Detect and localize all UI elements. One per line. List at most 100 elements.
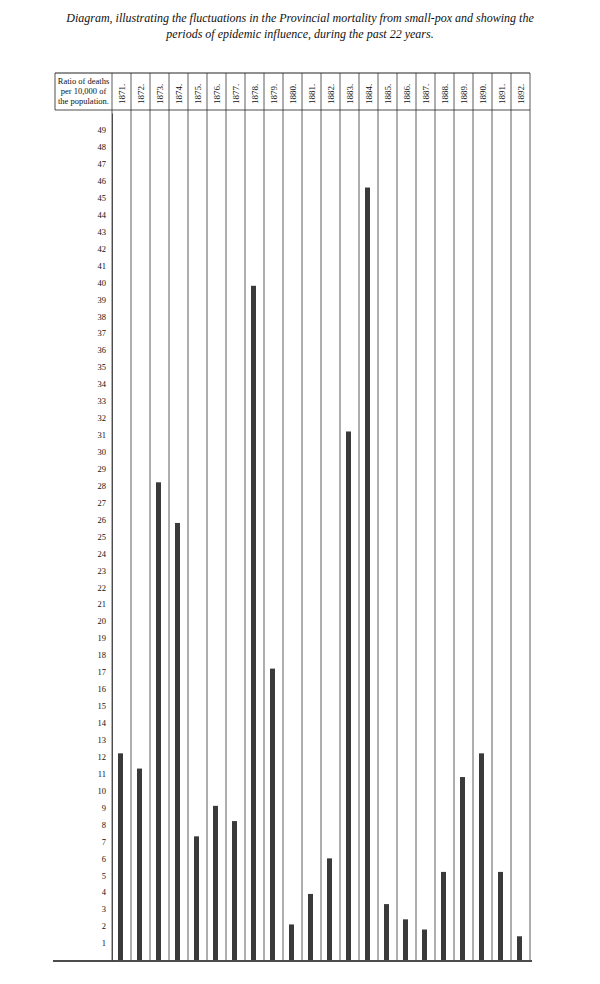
tick: 1 bbox=[102, 938, 112, 948]
y-tick-label: 7 bbox=[102, 837, 106, 847]
column-rule bbox=[416, 73, 417, 960]
bar bbox=[403, 919, 408, 960]
tick: 42 bbox=[98, 244, 113, 254]
y-tick-label: 22 bbox=[98, 583, 107, 593]
tick: 33 bbox=[98, 396, 113, 406]
y-tick-label: 19 bbox=[98, 633, 107, 643]
bar bbox=[232, 821, 237, 960]
column-rule bbox=[112, 73, 113, 960]
rule bbox=[55, 110, 530, 111]
tick: 9 bbox=[102, 803, 112, 813]
y-tick-label: 39 bbox=[98, 295, 107, 305]
y-tick-label: 38 bbox=[98, 312, 107, 322]
x-tick-label: 1876. bbox=[212, 84, 222, 104]
bar bbox=[251, 286, 256, 960]
x-tick-label: 1882. bbox=[326, 84, 336, 104]
y-tick-label: 34 bbox=[98, 379, 107, 389]
column-rule bbox=[492, 73, 493, 960]
tick: 40 bbox=[98, 278, 113, 288]
tick: 16 bbox=[98, 684, 113, 694]
column-rule bbox=[359, 73, 360, 960]
bar bbox=[346, 431, 351, 960]
x-tick-label: 1891. bbox=[497, 84, 507, 104]
column-rule bbox=[397, 73, 398, 960]
tick: 39 bbox=[98, 295, 113, 305]
x-tick-label: 1892. bbox=[516, 84, 526, 104]
bars bbox=[118, 188, 522, 960]
y-tick-label: 1 bbox=[102, 938, 106, 948]
tick: 3 bbox=[102, 904, 112, 914]
y-tick-label: 32 bbox=[98, 413, 107, 423]
tick: 43 bbox=[98, 227, 113, 237]
y-tick-label: 42 bbox=[98, 244, 107, 254]
tick: 45 bbox=[98, 193, 113, 203]
x-tick-label: 1888. bbox=[440, 84, 450, 104]
x-tick-label: 1886. bbox=[402, 84, 412, 104]
table-frame bbox=[53, 73, 532, 961]
y-tick-label: 33 bbox=[98, 396, 107, 406]
x-tick-label: 1881. bbox=[307, 84, 317, 104]
column-rule bbox=[207, 73, 208, 960]
tick: 26 bbox=[98, 515, 113, 525]
bar bbox=[479, 753, 484, 960]
column-rule bbox=[188, 73, 189, 960]
column-rule bbox=[530, 73, 531, 960]
tick: 49 bbox=[98, 125, 113, 135]
y-tick-label: 41 bbox=[98, 261, 107, 271]
bar bbox=[270, 669, 275, 960]
x-tick-label: 1872. bbox=[136, 84, 146, 104]
x-tick-label: 1887. bbox=[421, 84, 431, 104]
y-tick-label: 30 bbox=[98, 447, 107, 457]
y-tick-label: 43 bbox=[98, 227, 107, 237]
y-axis: 1234567891011121314151617181920212223242… bbox=[98, 114, 113, 961]
y-tick-label: 12 bbox=[98, 752, 107, 762]
tick: 18 bbox=[98, 650, 113, 660]
tick: 13 bbox=[98, 735, 113, 745]
x-tick-label: 1880. bbox=[288, 84, 298, 104]
column-rule bbox=[131, 73, 132, 960]
bar bbox=[118, 753, 123, 960]
y-tick-label: 5 bbox=[102, 871, 106, 881]
tick: 21 bbox=[98, 599, 113, 609]
tick: 10 bbox=[98, 786, 113, 796]
y-tick-label: 37 bbox=[98, 328, 107, 338]
tick: 41 bbox=[98, 261, 113, 271]
y-tick-label: 18 bbox=[98, 650, 107, 660]
tick: 27 bbox=[98, 498, 113, 508]
tick: 22 bbox=[98, 583, 113, 593]
bar bbox=[175, 523, 180, 960]
y-tick-label: 10 bbox=[98, 786, 107, 796]
rule bbox=[55, 73, 56, 110]
column-rule bbox=[435, 73, 436, 960]
x-tick-label: 1877. bbox=[231, 84, 241, 104]
tick: 38 bbox=[98, 312, 113, 322]
tick: 20 bbox=[98, 616, 113, 626]
column-rule bbox=[321, 73, 322, 960]
y-tick-label: 16 bbox=[98, 684, 107, 694]
y-tick-label: 27 bbox=[98, 498, 107, 508]
title: Diagram, illustrating the fluctuations i… bbox=[65, 11, 534, 41]
y-tick-label: 13 bbox=[98, 735, 107, 745]
y-tick-label: 14 bbox=[98, 718, 107, 728]
tick: 5 bbox=[102, 871, 112, 881]
bar bbox=[441, 872, 446, 960]
tick: 31 bbox=[98, 430, 113, 440]
tick: 32 bbox=[98, 413, 113, 423]
y-tick-label: 23 bbox=[98, 566, 107, 576]
bar bbox=[460, 777, 465, 960]
y-tick-label: 44 bbox=[98, 210, 107, 220]
y-tick-label: 31 bbox=[98, 430, 107, 440]
bar bbox=[517, 936, 522, 960]
axis-line bbox=[112, 114, 113, 961]
column-rule bbox=[150, 73, 151, 960]
tick: 29 bbox=[98, 464, 113, 474]
tick: 14 bbox=[98, 718, 113, 728]
tick: 37 bbox=[98, 328, 113, 338]
tick: 24 bbox=[98, 549, 113, 559]
tick: 48 bbox=[98, 142, 113, 152]
y-tick-label: 20 bbox=[98, 616, 107, 626]
y-tick-label: 47 bbox=[98, 159, 107, 169]
tick: 46 bbox=[98, 176, 113, 186]
tick: 34 bbox=[98, 379, 113, 389]
column-rule bbox=[283, 73, 284, 960]
